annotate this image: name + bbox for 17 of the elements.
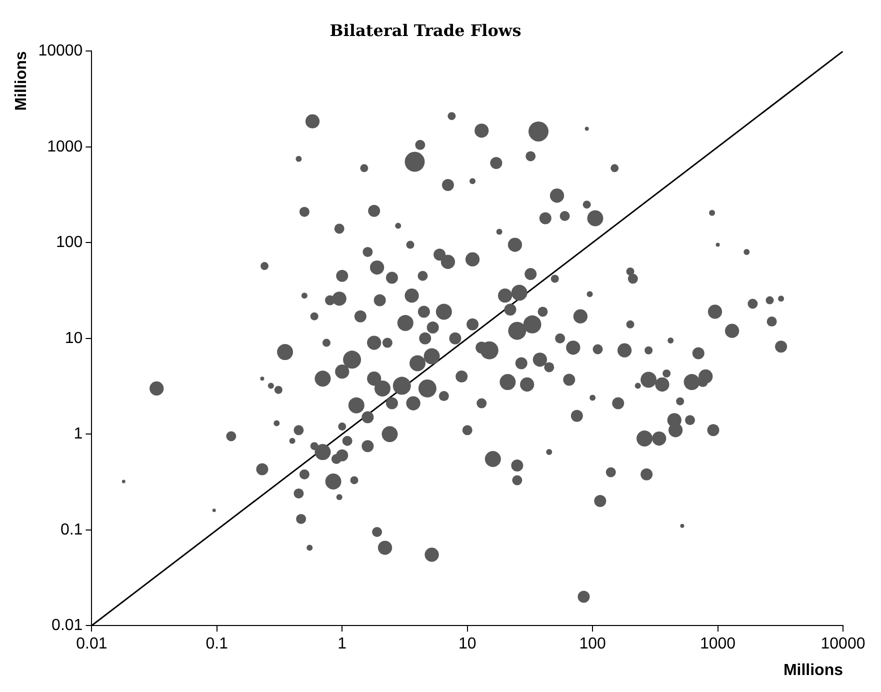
y-tick-label: 0.01 xyxy=(52,617,83,634)
x-axis-title: Millions xyxy=(783,662,844,679)
x-tick-label: 100 xyxy=(579,636,606,653)
y-tick-label: 1000 xyxy=(47,138,83,156)
y-axis-title: Millions xyxy=(13,51,30,111)
chart-title: Bilateral Trade Flows xyxy=(330,20,522,40)
x-tick-label: 10 xyxy=(458,636,476,653)
x-tick-label: 1 xyxy=(338,636,347,653)
y-tick-label: 10000 xyxy=(38,42,83,60)
x-tick-label: 0.01 xyxy=(76,636,108,653)
y-tick-label: 100 xyxy=(56,234,83,252)
y-tick-label: 0.1 xyxy=(60,521,83,538)
x-tick-label: 0.1 xyxy=(206,636,228,653)
x-tick-label: 1000 xyxy=(700,636,736,653)
x-tick-label: 10000 xyxy=(820,636,866,653)
y-tick-label: 10 xyxy=(64,330,83,347)
y-tick-label: 1 xyxy=(74,426,83,443)
